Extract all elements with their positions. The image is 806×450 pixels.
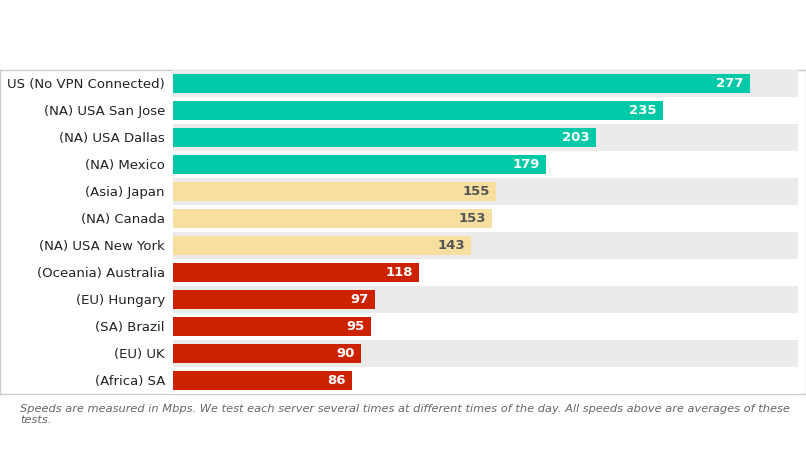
Text: 95: 95 bbox=[347, 320, 365, 333]
Bar bbox=[173, 178, 798, 205]
Text: Malwarebytes VPN drops your speeds more than average: Malwarebytes VPN drops your speeds more … bbox=[12, 23, 779, 47]
Bar bbox=[173, 205, 798, 232]
Bar bbox=[173, 316, 371, 336]
Text: 86: 86 bbox=[327, 374, 346, 387]
Text: 118: 118 bbox=[385, 266, 413, 279]
Text: 97: 97 bbox=[351, 293, 369, 306]
Text: 277: 277 bbox=[717, 77, 744, 90]
Text: 155: 155 bbox=[463, 185, 490, 198]
Bar bbox=[173, 73, 750, 93]
Bar bbox=[173, 259, 798, 286]
Bar bbox=[173, 286, 798, 313]
Bar bbox=[173, 124, 798, 151]
Bar bbox=[173, 151, 798, 178]
Bar bbox=[173, 127, 596, 147]
Bar bbox=[173, 208, 492, 228]
Text: 153: 153 bbox=[458, 212, 485, 225]
Bar bbox=[173, 343, 361, 363]
Text: 90: 90 bbox=[336, 347, 355, 360]
Bar bbox=[173, 340, 798, 367]
Bar bbox=[173, 313, 798, 340]
Text: 143: 143 bbox=[437, 239, 465, 252]
Bar bbox=[173, 367, 798, 394]
Text: 235: 235 bbox=[629, 104, 656, 117]
Bar bbox=[173, 100, 663, 120]
Text: 203: 203 bbox=[562, 131, 590, 144]
Bar bbox=[173, 262, 419, 282]
Bar bbox=[173, 70, 798, 97]
Bar bbox=[173, 370, 352, 390]
Text: Speeds are measured in Mbps. We test each server several times at different time: Speeds are measured in Mbps. We test eac… bbox=[20, 404, 790, 426]
Bar bbox=[173, 289, 376, 309]
Bar bbox=[173, 235, 471, 255]
Bar bbox=[173, 97, 798, 124]
Bar bbox=[173, 154, 546, 174]
Bar bbox=[173, 232, 798, 259]
Text: 179: 179 bbox=[513, 158, 540, 171]
Bar bbox=[173, 181, 496, 201]
